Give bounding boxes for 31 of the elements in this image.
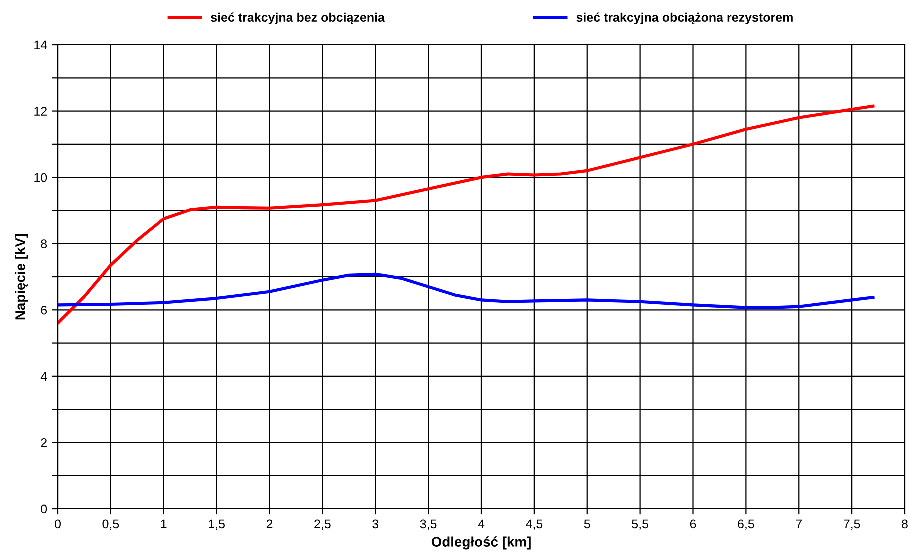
y-tick-label: 6	[41, 306, 48, 315]
x-tick-label: 2	[266, 520, 273, 528]
x-tick-label: 3	[372, 520, 379, 529]
y-tick-label: 0	[41, 504, 48, 514]
y-tick-label: 12	[34, 107, 47, 116]
x-tick-label: 0	[55, 520, 61, 529]
x-tick-label: 7,5	[844, 520, 860, 530]
legend-label: sieć trakcyjna obciążona rezystorem	[576, 12, 793, 24]
x-tick-label: 1	[161, 520, 167, 528]
x-tick-label: 4	[478, 520, 485, 528]
legend-label: sieć trakcyjna bez obciązenia	[211, 12, 386, 24]
x-tick-label: 6,5	[738, 520, 754, 530]
x-tick-label: 3,5	[420, 520, 437, 530]
x-tick-label: 4,5	[526, 520, 543, 530]
x-tick-label: 2,5	[314, 520, 331, 530]
y-tick-label: 10	[34, 173, 48, 182]
x-tick-label: 8	[902, 520, 908, 529]
line-series	[58, 104, 875, 325]
x-tick-label: 5	[584, 520, 590, 529]
x-tick-label: 0,5	[102, 520, 120, 530]
y-axis-title: Napięcie [kV]	[15, 234, 28, 320]
y-tick-label: 14	[34, 40, 48, 50]
line-series	[58, 272, 875, 310]
x-tick-label: 7	[796, 520, 802, 528]
x-axis-title: Odległość [km]	[432, 536, 531, 550]
y-tick-label: 4	[40, 372, 48, 381]
x-tick-label: 5,5	[632, 520, 648, 530]
y-tick-label: 8	[41, 240, 48, 249]
x-tick-label: 1,5	[209, 520, 225, 530]
x-tick-label: 6	[690, 520, 696, 529]
y-tick-label: 2	[41, 438, 47, 448]
